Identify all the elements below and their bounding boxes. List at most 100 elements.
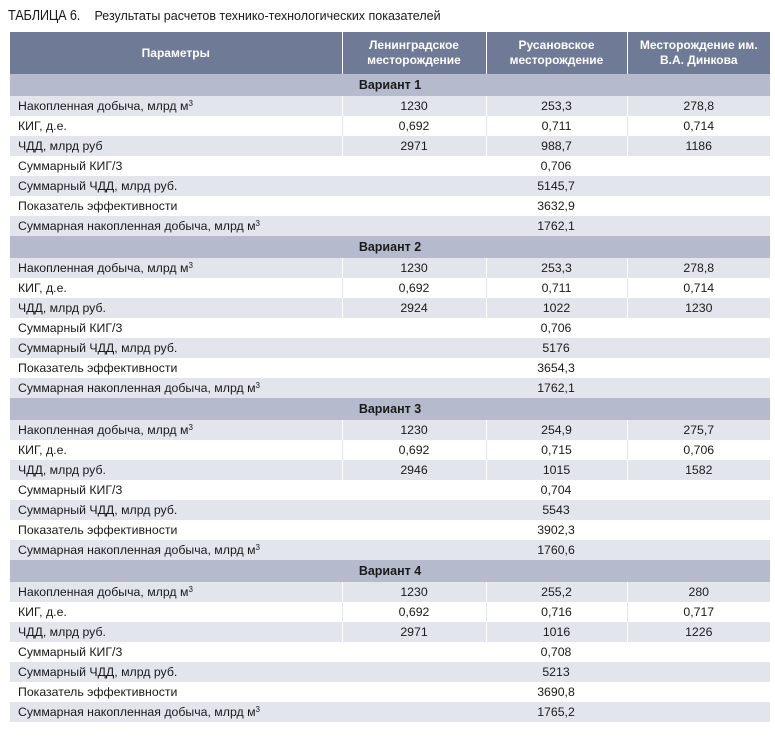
param-text: Суммарная накопленная добыча, млрд м [18,705,256,719]
param-text: Накопленная добыча, млрд м [18,423,189,437]
param-label: КИГ, д.е. [10,116,342,136]
param-label: Накопленная добыча, млрд м3 [10,96,342,116]
value-cell: 254,9 [485,420,627,440]
header-params: Параметры [10,32,343,74]
param-text: Суммарный КИГ/3 [18,159,123,173]
variant-title: Вариант 1 [10,74,770,96]
variant-title: Вариант 2 [10,236,770,258]
unit-superscript: 3 [188,423,193,432]
summary-row: Суммарный ЧДД, млрд руб. 5543 [10,500,770,520]
value-cell: 0,711 [485,278,627,298]
table-body: Вариант 1 Накопленная добыча, млрд м3 1230… [10,74,770,722]
summary-value: 0,706 [342,318,770,338]
value-cell: 0,706 [626,440,770,460]
value-cell: 2971 [341,136,486,156]
value-cell: 0,692 [341,602,486,622]
variant-header-row: Вариант 1 [10,74,770,96]
header-leningrad: Ленинградское месторождение [342,32,487,74]
param-label: Показатель эффективности [10,196,342,216]
param-text: КИГ, д.е. [18,443,67,457]
param-text: Суммарная накопленная добыча, млрд м [18,543,256,557]
param-text: Суммарная накопленная добыча, млрд м [18,381,256,395]
table-row: ЧДД, млрд руб. 2971 1016 1226 [10,622,770,642]
param-label: Суммарный КИГ/3 [10,642,342,662]
param-label: Суммарная накопленная добыча, млрд м3 [10,216,342,236]
param-text: Суммарный ЧДД, млрд руб. [18,665,178,679]
results-table: Параметры Ленинградское месторождение Ру… [10,32,770,722]
summary-value: 1765,2 [342,702,770,722]
param-text: Накопленная добыча, млрд м [18,261,189,275]
summary-value: 5213 [342,662,770,682]
summary-row: Суммарная накопленная добыча, млрд м3 176… [10,216,770,236]
table-row: КИГ, д.е. 0,692 0,716 0,717 [10,602,770,622]
param-text: ЧДД, млрд руб. [18,625,106,639]
param-text: Показатель эффективности [18,523,178,537]
table-row: Накопленная добыча, млрд м3 1230 253,3 278,… [10,96,770,116]
summary-value: 0,708 [342,642,770,662]
summary-value: 1762,1 [342,378,770,398]
param-text: Суммарный ЧДД, млрд руб. [18,341,178,355]
table-row: КИГ, д.е. 0,692 0,711 0,714 [10,116,770,136]
table-row: Накопленная добыча, млрд м3 1230 255,2 280 [10,582,770,602]
param-text: Показатель эффективности [18,361,178,375]
param-text: Суммарный КИГ/3 [18,483,123,497]
param-label: ЧДД, млрд руб. [10,298,342,318]
summary-value: 1762,1 [342,216,770,236]
value-cell: 1230 [341,258,486,278]
param-text: ЧДД, млрд руб. [18,301,106,315]
param-text: КИГ, д.е. [18,281,67,295]
variant-title: Вариант 3 [10,398,770,420]
variant-header-row: Вариант 3 [10,398,770,420]
param-label: Суммарный ЧДД, млрд руб. [10,662,342,682]
value-cell: 2924 [341,298,486,318]
table-row: КИГ, д.е. 0,692 0,715 0,706 [10,440,770,460]
table-title: Результаты расчетов технико-технологичес… [94,9,441,23]
param-text: КИГ, д.е. [18,605,67,619]
param-label: Суммарный КИГ/3 [10,318,342,338]
param-text: ЧДД, млрд руб. [18,463,106,477]
value-cell: 1186 [626,136,770,156]
value-cell: 278,8 [626,258,770,278]
param-label: Суммарный ЧДД, млрд руб. [10,176,342,196]
value-cell: 255,2 [485,582,627,602]
variant-header-row: Вариант 2 [10,236,770,258]
param-label: Суммарный КИГ/3 [10,480,342,500]
param-text: Суммарный ЧДД, млрд руб. [18,179,178,193]
table-row: Накопленная добыча, млрд м3 1230 253,3 278,… [10,258,770,278]
table-row: Накопленная добыча, млрд м3 1230 254,9 275,… [10,420,770,440]
value-cell: 0,717 [626,602,770,622]
summary-row: Суммарный КИГ/3 0,708 [10,642,770,662]
header-rusanov: Русановское месторождение [486,32,628,74]
value-cell: 0,715 [485,440,627,460]
value-cell: 1016 [485,622,627,642]
unit-superscript: 3 [255,543,260,552]
value-cell: 0,714 [626,116,770,136]
unit-superscript: 3 [255,705,260,714]
summary-row: Показатель эффективности 3632,9 [10,196,770,216]
value-cell: 0,711 [485,116,627,136]
table-row: КИГ, д.е. 0,692 0,711 0,714 [10,278,770,298]
summary-value: 3632,9 [342,196,770,216]
value-cell: 1230 [341,420,486,440]
value-cell: 1230 [341,582,486,602]
table-number: ТАБЛИЦА 6. [8,8,81,24]
summary-row: Суммарный ЧДД, млрд руб. 5145,7 [10,176,770,196]
summary-value: 0,704 [342,480,770,500]
param-label: КИГ, д.е. [10,440,342,460]
summary-value: 3690,8 [342,682,770,702]
table-row: ЧДД, млрд руб 2971 988,7 1186 [10,136,770,156]
summary-row: Показатель эффективности 3654,3 [10,358,770,378]
header-dinkov: Месторождение им. В.А. Динкова [627,32,770,74]
summary-value: 5176 [342,338,770,358]
param-label: Суммарный ЧДД, млрд руб. [10,338,342,358]
summary-value: 1760,6 [342,540,770,560]
param-text: ЧДД, млрд руб [18,139,103,153]
value-cell: 278,8 [626,96,770,116]
summary-row: Суммарный ЧДД, млрд руб. 5213 [10,662,770,682]
param-label: Суммарный КИГ/3 [10,156,342,176]
value-cell: 0,692 [341,116,486,136]
value-cell: 275,7 [626,420,770,440]
param-text: Накопленная добыча, млрд м [18,585,189,599]
summary-row: Суммарный КИГ/3 0,706 [10,318,770,338]
value-cell: 280 [626,582,770,602]
